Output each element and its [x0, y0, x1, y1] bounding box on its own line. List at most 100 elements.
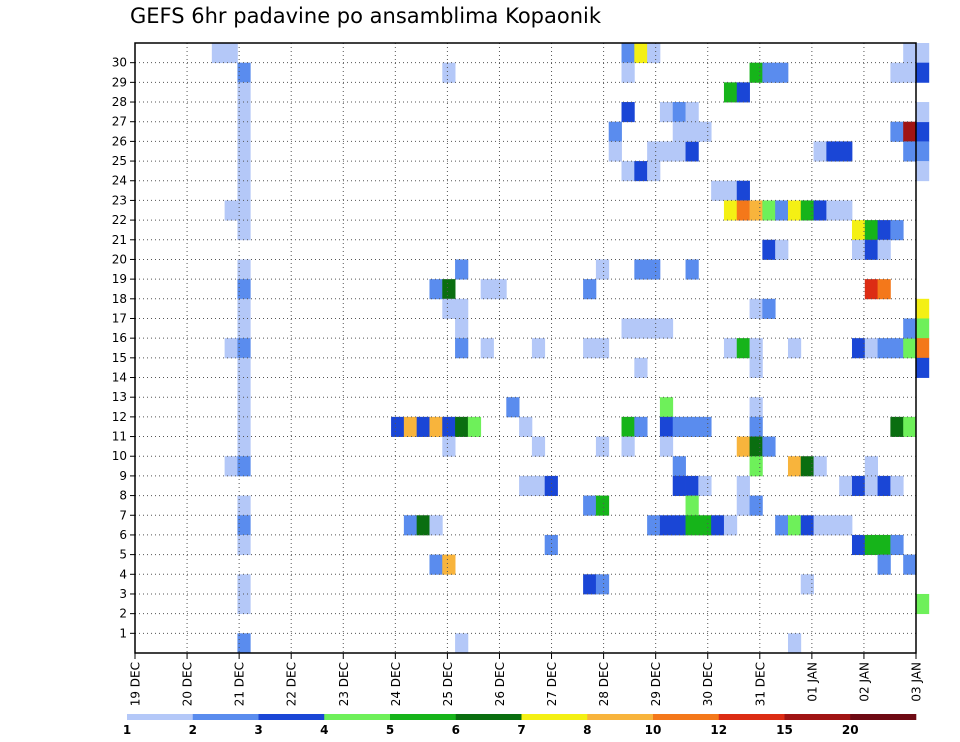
heatmap-cell — [403, 515, 418, 536]
heatmap-cell — [787, 338, 802, 359]
heatmap-cell — [237, 397, 251, 418]
heatmap-cell — [455, 318, 469, 339]
y-tick-label: 8 — [119, 489, 127, 503]
heatmap-cell — [877, 239, 891, 260]
heatmap-cell — [723, 200, 738, 221]
heatmap-cell — [583, 574, 597, 595]
heatmap-cell — [723, 338, 738, 359]
heatmap-cell — [749, 397, 763, 418]
heatmap-cell — [775, 239, 789, 260]
heatmap-cell — [787, 200, 802, 221]
heatmap-cell — [224, 456, 238, 477]
heatmap-cell — [634, 416, 648, 437]
colorbar-label: 4 — [320, 723, 328, 737]
heatmap-cell — [903, 141, 917, 162]
x-tick-label: 21 DEC — [233, 662, 247, 706]
heatmap-cell — [916, 298, 930, 319]
heatmap-cell — [877, 220, 891, 241]
heatmap-cell — [903, 43, 917, 64]
heatmap-cell — [621, 43, 635, 64]
heatmap-cell — [442, 62, 456, 83]
heatmap-cell — [237, 121, 251, 142]
heatmap-cell — [621, 436, 635, 457]
y-tick-label: 23 — [112, 193, 127, 207]
heatmap-cell — [416, 416, 430, 437]
heatmap-cell — [813, 200, 827, 221]
y-tick-label: 25 — [112, 154, 127, 168]
heatmap-cell — [224, 200, 238, 221]
heatmap-cell — [659, 515, 674, 536]
heatmap-cell — [608, 141, 622, 162]
heatmap-cell — [839, 200, 853, 221]
heatmap-cell — [595, 574, 610, 595]
y-tick-label: 22 — [112, 213, 127, 227]
heatmap-cell — [890, 62, 904, 83]
heatmap-cell — [749, 338, 763, 359]
heatmap-cell — [647, 259, 661, 280]
heatmap-cell — [775, 515, 789, 536]
heatmap-cell — [237, 161, 251, 182]
heatmap-cell — [672, 121, 686, 142]
colorbar-label: 8 — [583, 723, 591, 737]
heatmap-cell — [583, 279, 597, 300]
heatmap-cell — [583, 495, 597, 516]
heatmap-cell — [864, 279, 878, 300]
heatmap-cell — [224, 43, 238, 64]
heatmap-cell — [391, 416, 405, 437]
heatmap-cell — [672, 456, 686, 477]
heatmap-cell — [864, 456, 878, 477]
heatmap-cell — [749, 298, 763, 319]
heatmap-cell — [237, 338, 251, 359]
heatmap-cell — [839, 475, 853, 496]
heatmap-cell — [723, 515, 738, 536]
heatmap-cell — [634, 161, 648, 182]
heatmap-cell — [647, 515, 661, 536]
heatmap-cell — [493, 279, 507, 300]
heatmap-cell — [851, 475, 866, 496]
heatmap-cell — [698, 515, 712, 536]
heatmap-cell — [723, 180, 738, 201]
heatmap-cell — [237, 574, 251, 595]
heatmap-cell — [749, 456, 763, 477]
heatmap-cell — [903, 121, 917, 142]
x-tick-label: 23 DEC — [337, 662, 351, 706]
axes-layer: 1234567891011121314151617181920212223242… — [112, 42, 924, 706]
heatmap-cell — [595, 495, 610, 516]
heatmap-cell — [685, 475, 699, 496]
heatmap-cell — [506, 397, 520, 418]
heatmap-cell — [685, 121, 699, 142]
x-tick-label: 02 JAN — [857, 662, 871, 702]
heatmap-cell — [736, 495, 750, 516]
heatmap-cell — [685, 495, 699, 516]
y-tick-label: 3 — [119, 587, 127, 601]
y-tick-label: 11 — [112, 430, 127, 444]
heatmap-cell — [890, 416, 904, 437]
y-tick-label: 27 — [112, 115, 127, 129]
x-tick-label: 01 JAN — [805, 662, 819, 702]
y-tick-label: 21 — [112, 233, 127, 247]
cells-layer — [211, 43, 930, 654]
heatmap-cell — [685, 416, 699, 437]
heatmap-cell — [595, 259, 610, 280]
heatmap-cell — [544, 534, 558, 556]
heatmap-cell — [877, 475, 891, 496]
heatmap-cell — [916, 338, 930, 359]
y-tick-label: 13 — [112, 390, 127, 404]
y-tick-label: 14 — [112, 371, 127, 385]
heatmap-cell — [672, 416, 686, 437]
heatmap-cell — [237, 220, 251, 241]
heatmap-cell — [455, 298, 469, 319]
colorbar: 1 2 3 4 5 6 7 8 10 12 15 20 — [123, 714, 917, 737]
heatmap-cell — [442, 436, 456, 457]
heatmap-cell — [890, 534, 904, 556]
y-tick-label: 24 — [112, 174, 127, 188]
heatmap-cell — [237, 456, 251, 477]
heatmap-cell — [685, 515, 699, 536]
heatmap-cell — [916, 102, 930, 123]
heatmap-cell — [442, 416, 456, 437]
heatmap-cell — [237, 416, 251, 437]
heatmap-cell — [237, 436, 251, 457]
heatmap-cell — [480, 338, 494, 359]
x-tick-label: 22 DEC — [285, 662, 299, 706]
